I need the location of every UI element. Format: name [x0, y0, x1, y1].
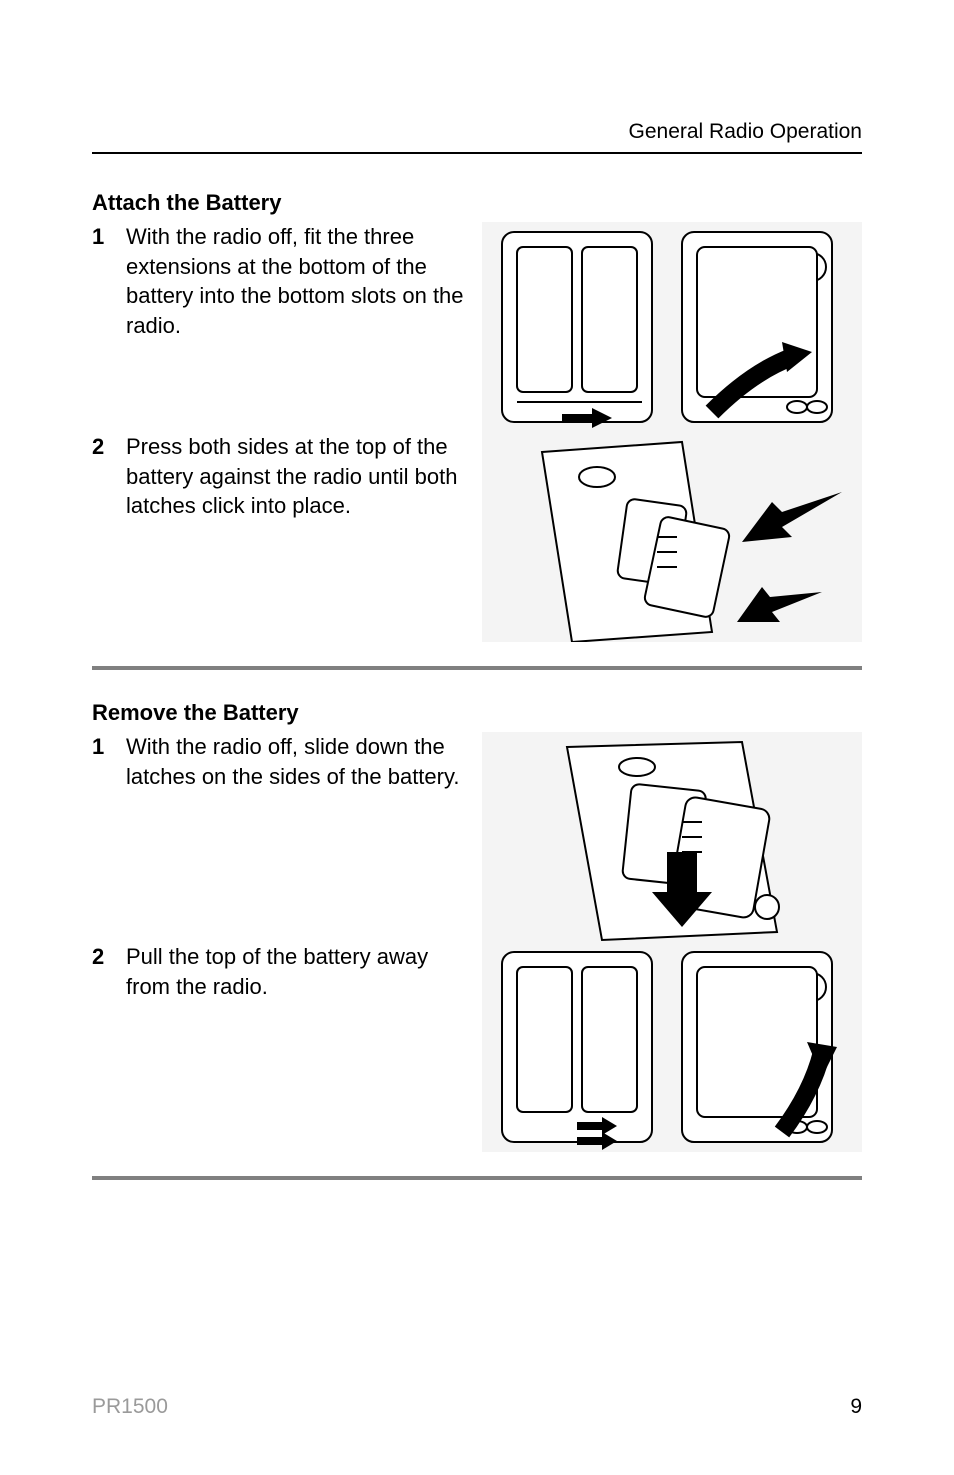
attach-step2-illustration	[482, 432, 862, 642]
attach-step1-illustration	[482, 222, 862, 432]
footer-page-number: 9	[850, 1395, 862, 1419]
section-title: Remove the Battery	[92, 700, 862, 726]
section-divider	[92, 666, 862, 670]
step-text: With the radio off, fit the three extens…	[126, 222, 482, 341]
step-row: 2 Press both sides at the top of the bat…	[92, 432, 862, 642]
step-row: 2 Pull the top of the battery away from …	[92, 942, 862, 1152]
step-text: Pull the top of the battery away from th…	[126, 942, 482, 1001]
step-text: With the radio off, slide down the latch…	[126, 732, 482, 791]
document-page: General Radio Operation Attach the Batte…	[0, 0, 954, 1475]
step-number: 2	[92, 942, 126, 972]
footer-model: PR1500	[92, 1395, 168, 1419]
steps-list: 1 With the radio off, fit the three exte…	[92, 222, 862, 642]
section-title: Attach the Battery	[92, 190, 862, 216]
header-rule	[92, 152, 862, 154]
step-row: 1 With the radio off, fit the three exte…	[92, 222, 862, 432]
step-number: 1	[92, 222, 126, 252]
remove-step2-illustration	[482, 942, 862, 1152]
page-footer: PR1500 9	[92, 1395, 862, 1419]
header-section-label: General Radio Operation	[92, 120, 862, 144]
section-remove-battery: Remove the Battery 1 With the radio off,…	[92, 700, 862, 1152]
step-number: 2	[92, 432, 126, 462]
steps-list: 1 With the radio off, slide down the lat…	[92, 732, 862, 1152]
step-number: 1	[92, 732, 126, 762]
step-text: Press both sides at the top of the batte…	[126, 432, 482, 521]
remove-step1-illustration	[482, 732, 862, 942]
section-attach-battery: Attach the Battery 1 With the radio off,…	[92, 190, 862, 642]
step-row: 1 With the radio off, slide down the lat…	[92, 732, 862, 942]
section-divider	[92, 1176, 862, 1180]
